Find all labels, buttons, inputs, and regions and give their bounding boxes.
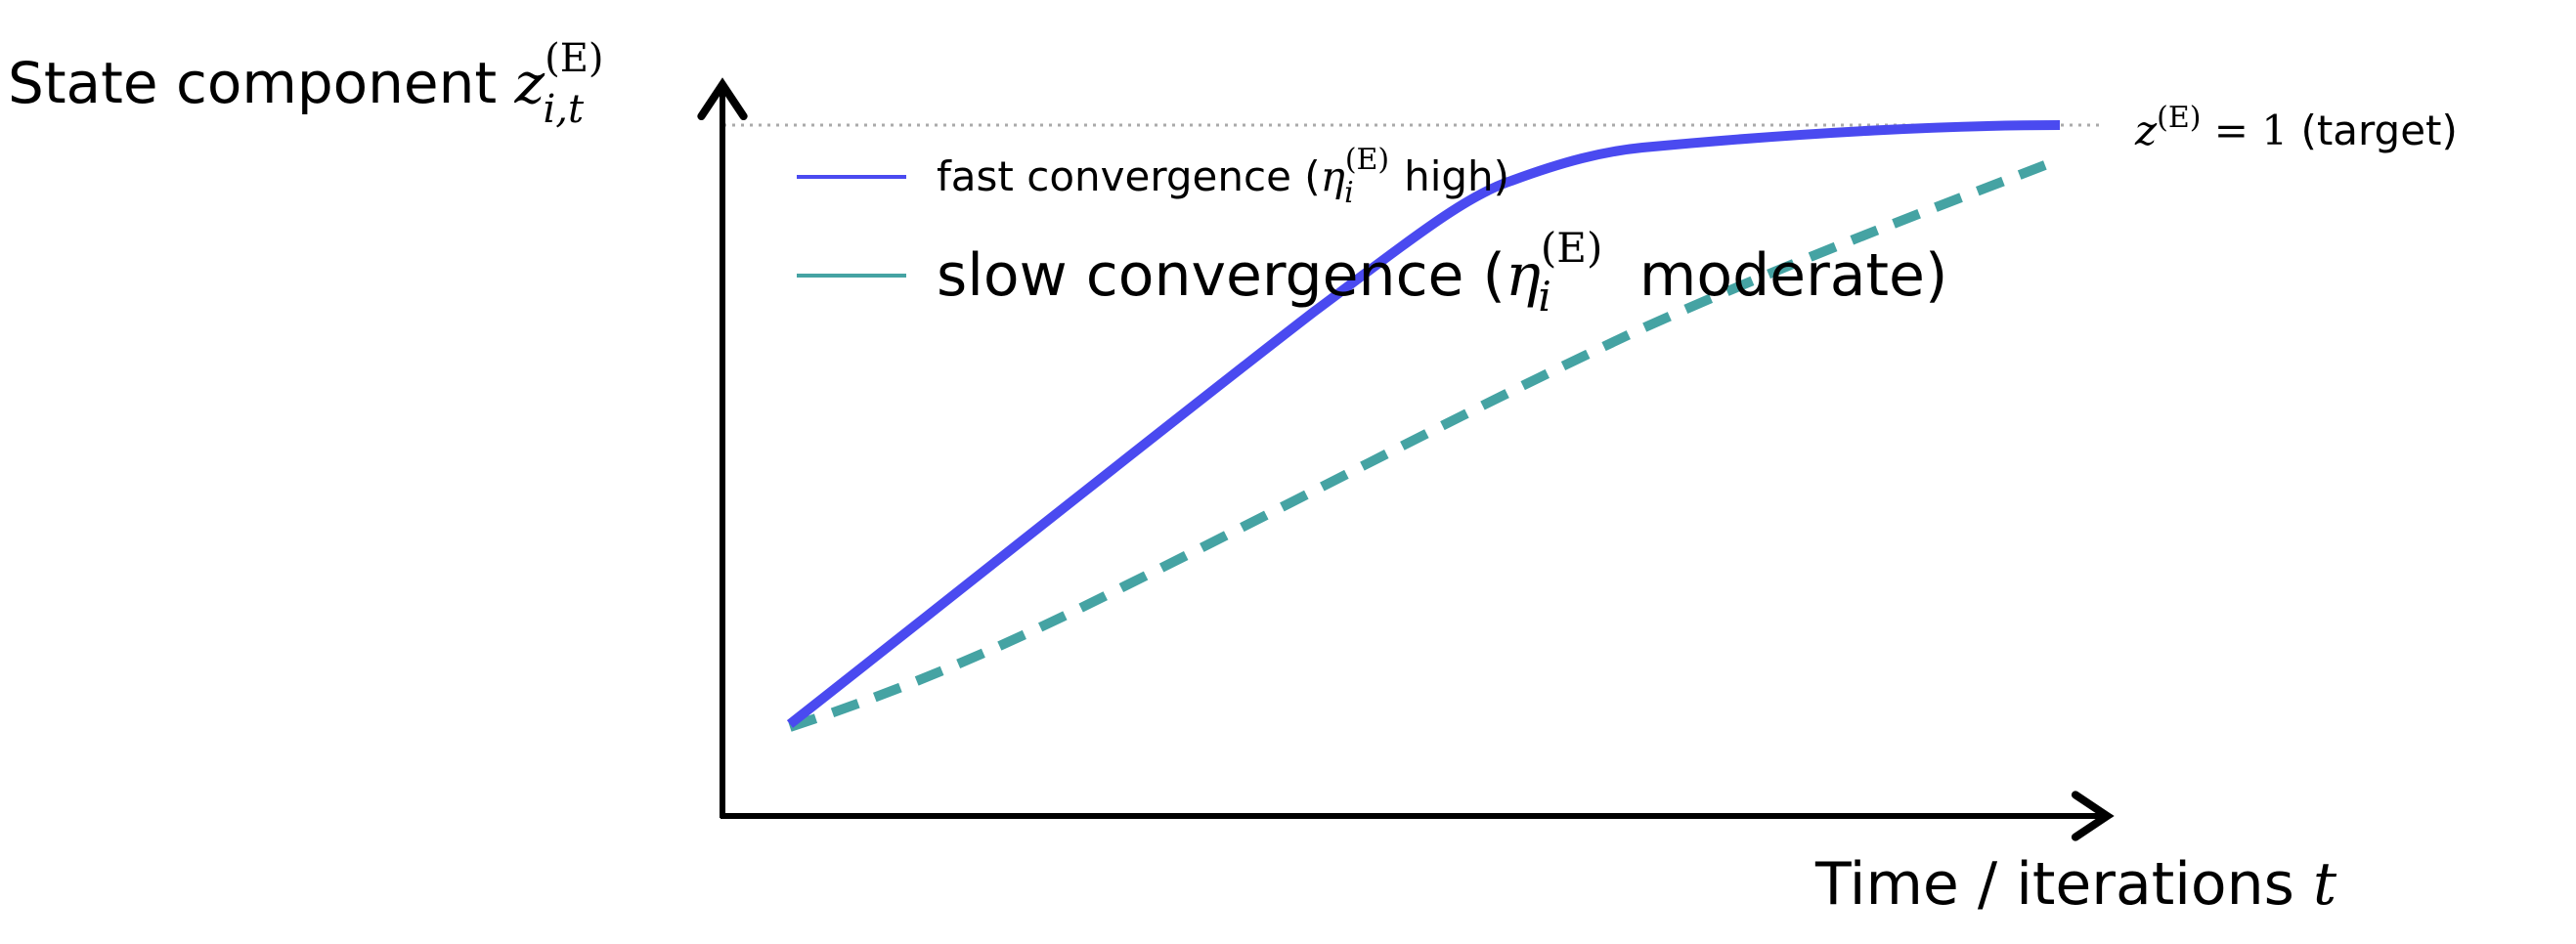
label-text: (target) — [2300, 107, 2457, 154]
legend-entry: fast convergence (η(E) i high) — [937, 143, 1509, 210]
superscript: (E) — [1541, 224, 1602, 272]
superscript: (E) — [1345, 143, 1389, 177]
x-axis-label: Time / iterations t — [1814, 850, 2337, 919]
subscript: i — [1344, 176, 1354, 210]
label-text: Time / iterations — [1814, 850, 2294, 919]
superscript: (E) — [2157, 101, 2201, 135]
slow-curve — [788, 154, 2062, 732]
subscript: i,t — [544, 87, 586, 132]
label-text: State component — [8, 50, 497, 116]
math: η — [1321, 152, 1345, 200]
math: η — [1506, 241, 1541, 310]
legend-entry: slow convergence (η(E) i moderate) — [937, 224, 1947, 321]
target-label: z(E) = 1 (target) — [2134, 101, 2458, 154]
math: = 1 — [2201, 107, 2288, 154]
legend-text: fast convergence ( — [937, 152, 1321, 200]
subscript: i — [1538, 273, 1550, 321]
superscript: (E) — [545, 36, 603, 81]
math: z — [514, 50, 546, 116]
math: t — [2313, 850, 2337, 919]
math: z — [2134, 107, 2158, 154]
y-axis-label: State component z(E) i,t — [8, 36, 604, 132]
legend-text: moderate) — [1602, 241, 1948, 310]
legend-text: slow convergence ( — [937, 241, 1506, 310]
fast-curve — [786, 120, 2061, 728]
legend-text: high) — [1391, 152, 1509, 200]
